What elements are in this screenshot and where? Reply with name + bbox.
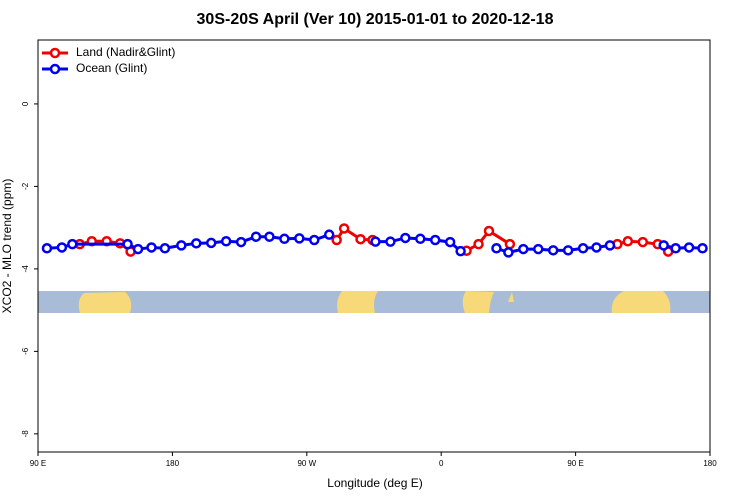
data-point	[591, 242, 602, 253]
data-point	[205, 237, 217, 249]
data-point	[323, 229, 335, 240]
data-point	[604, 240, 616, 251]
legend-marker	[49, 47, 61, 59]
data-point	[159, 243, 171, 254]
data-point	[400, 232, 411, 244]
data-point	[483, 225, 495, 237]
data-point	[250, 231, 262, 242]
x-tick-label: 180	[166, 459, 180, 468]
data-point	[503, 247, 514, 258]
map-strip	[38, 291, 710, 313]
land-blob	[78, 292, 132, 313]
data-point	[518, 243, 529, 255]
data-point	[122, 238, 133, 250]
x-tick-label: 90 E	[30, 459, 46, 468]
x-tick-label: 0	[439, 459, 444, 468]
data-point	[279, 233, 290, 245]
x-tick-label: 90 E	[567, 459, 583, 468]
data-point	[56, 242, 68, 253]
data-point	[235, 236, 247, 248]
y-tick-label: -8	[21, 430, 30, 438]
data-point	[331, 234, 342, 246]
y-tick-label: -6	[21, 347, 30, 355]
legend-marker	[49, 63, 61, 75]
data-point	[683, 242, 695, 253]
y-tick-label: -4	[21, 265, 30, 273]
data-point	[697, 243, 708, 254]
land-blob	[462, 291, 494, 313]
x-axis-label: Longitude (deg E)	[327, 476, 422, 490]
data-point	[370, 236, 381, 247]
land-blob	[611, 291, 671, 313]
data-point	[264, 231, 275, 242]
y-tick-label: -2	[21, 182, 30, 190]
data-point	[670, 243, 681, 254]
data-point	[504, 238, 516, 250]
data-point	[176, 240, 187, 251]
x-tick-label: 180	[703, 459, 717, 468]
plot-frame	[37, 39, 711, 453]
data-point	[41, 243, 53, 254]
data-point	[132, 243, 144, 255]
data-point	[309, 234, 320, 246]
data-point	[455, 245, 466, 257]
land-blob	[508, 292, 514, 302]
data-point	[338, 223, 350, 234]
data-point	[146, 242, 157, 253]
x-tick-label: 90 W	[297, 459, 316, 468]
y-axis-label: XCO2 - MLO trend (ppm)	[0, 179, 14, 314]
legend-label: Land (Nadir&Glint)	[76, 45, 175, 59]
land-blob	[337, 291, 378, 313]
data-point	[355, 233, 366, 245]
data-point	[294, 233, 305, 244]
data-point	[385, 236, 396, 247]
data-point	[67, 238, 78, 250]
data-point	[444, 236, 456, 248]
data-point	[622, 236, 634, 247]
data-point	[577, 243, 589, 254]
data-point	[220, 236, 232, 247]
y-tick-label: 0	[21, 101, 30, 106]
data-point	[429, 234, 441, 246]
data-point	[562, 245, 574, 256]
data-point	[491, 243, 502, 254]
chart-title: 30S-20S April (Ver 10) 2015-01-01 to 202…	[197, 11, 554, 28]
data-point	[637, 236, 649, 248]
data-point	[473, 238, 484, 250]
data-point	[547, 245, 559, 256]
data-point	[658, 240, 669, 251]
legend-label: Ocean (Glint)	[76, 61, 147, 75]
data-point	[533, 243, 544, 255]
data-point	[415, 233, 426, 245]
data-point	[191, 238, 202, 249]
